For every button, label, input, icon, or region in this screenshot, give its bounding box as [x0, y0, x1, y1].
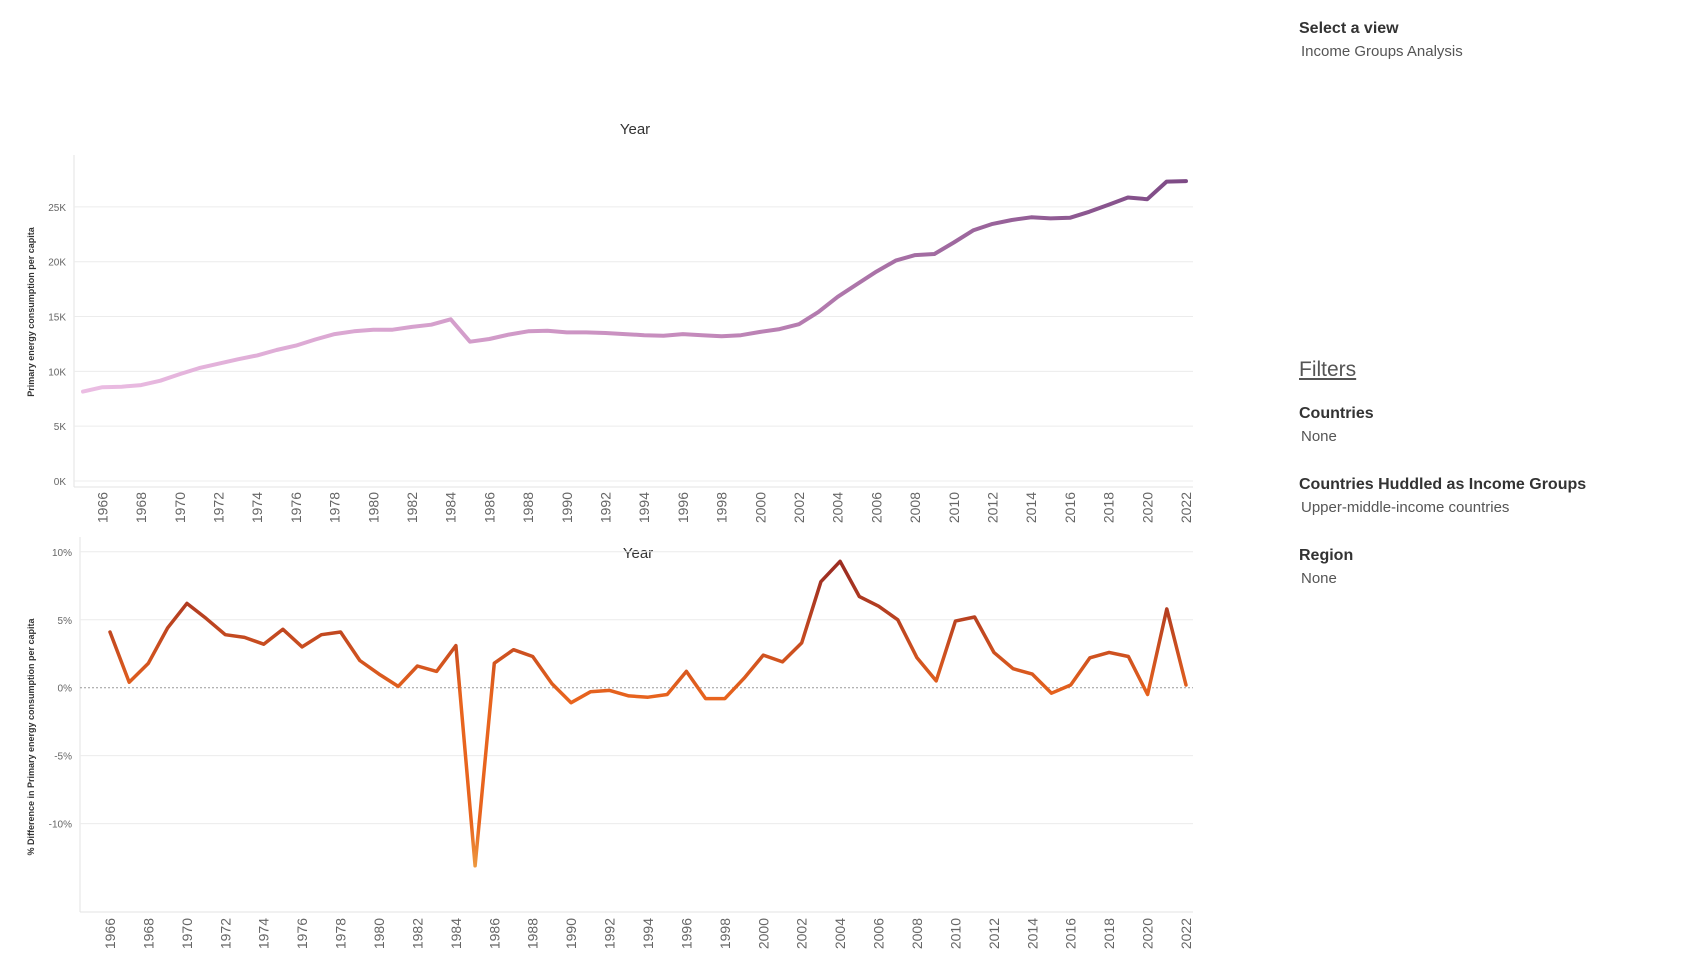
x-tick-label: 1978	[333, 918, 349, 949]
view-selector-title: Select a view	[1299, 20, 1399, 37]
x-tick-label: 1994	[640, 918, 656, 949]
x-tick-label: 1970	[179, 918, 195, 949]
filter-value[interactable]: Upper-middle-income countries	[1301, 499, 1510, 516]
filters-section: Filters	[1299, 358, 1699, 382]
x-tick-label: 2012	[984, 492, 1000, 523]
x-tick-label: 1972	[210, 492, 226, 523]
y-tick-label: 20K	[48, 258, 66, 269]
filters-title: Filters	[1299, 358, 1357, 381]
x-tick-label: 1998	[714, 492, 730, 523]
x-tick-label: 1970	[172, 492, 188, 523]
x-tick-label: 2018	[1101, 492, 1117, 523]
x-tick-label: 1994	[636, 492, 652, 523]
y-tick-label: 10%	[52, 548, 72, 559]
x-tick-label: 2004	[832, 918, 848, 949]
x-tick-label: 2022	[1178, 918, 1194, 949]
x-tick-label: 2018	[1101, 918, 1117, 949]
x-tick-label: 1996	[678, 918, 694, 949]
x-tick-label: 1984	[443, 492, 459, 523]
x-tick-label: 2008	[909, 918, 925, 949]
x-tick-label: 2008	[907, 492, 923, 523]
x-tick-label: 2016	[1062, 492, 1078, 523]
series-line	[81, 179, 1188, 394]
x-tick-label: 2022	[1178, 492, 1194, 523]
x-tick-label: 1966	[94, 492, 110, 523]
chart-title: Year	[620, 121, 650, 138]
filter-value[interactable]: None	[1301, 428, 1337, 445]
x-tick-label: 1992	[597, 492, 613, 523]
y-tick-label: -10%	[49, 820, 72, 831]
y-tick-label: 0%	[58, 684, 73, 695]
x-tick-label: 1980	[365, 492, 381, 523]
x-tick-label: 1998	[717, 918, 733, 949]
x-tick-label: 2002	[791, 492, 807, 523]
series-line	[108, 559, 1188, 868]
x-tick-label: 1986	[481, 492, 497, 523]
x-tick-label: 2002	[794, 918, 810, 949]
x-tick-label: 1976	[294, 918, 310, 949]
x-tick-label: 1978	[327, 492, 343, 523]
x-tick-label: 1992	[602, 918, 618, 949]
filter-label: Countries	[1299, 405, 1374, 422]
x-tick-label: 2004	[830, 492, 846, 523]
x-tick-label: 1974	[249, 492, 265, 523]
view-selector[interactable]: Select a view Income Groups Analysis	[1299, 20, 1699, 60]
y-tick-label: 25K	[48, 203, 66, 214]
x-tick-label: 2010	[946, 492, 962, 523]
filter-value[interactable]: None	[1301, 570, 1337, 587]
y-tick-label: 5%	[58, 616, 73, 627]
x-tick-label: 1990	[559, 492, 575, 523]
x-tick-label: 1996	[675, 492, 691, 523]
y-tick-label: 10K	[48, 367, 66, 378]
x-tick-label: 2006	[871, 918, 887, 949]
y-axis-title: % Difference in Primary energy consumpti…	[26, 617, 36, 855]
filter-label: Region	[1299, 547, 1354, 564]
x-tick-label: 2014	[1023, 492, 1039, 523]
x-tick-label: 1974	[256, 918, 272, 949]
x-tick-label: 1984	[448, 918, 464, 949]
x-tick-label: 2012	[986, 918, 1002, 949]
filter-countries[interactable]: Countries None	[1299, 405, 1699, 445]
x-tick-label: 2010	[947, 918, 963, 949]
y-tick-label: 0K	[54, 477, 67, 488]
filter-region[interactable]: Region None	[1299, 547, 1699, 587]
x-tick-label: 2006	[868, 492, 884, 523]
energy-per-capita-chart: Year Primary energy consumption per capi…	[26, 121, 1194, 523]
x-tick-label: 1988	[525, 918, 541, 949]
x-tick-label: 1972	[217, 918, 233, 949]
filter-label: Countries Huddled as Income Groups	[1299, 476, 1587, 493]
x-tick-label: 1990	[563, 918, 579, 949]
x-tick-label: 1980	[371, 918, 387, 949]
y-tick-label: -5%	[54, 752, 72, 763]
energy-pct-difference-chart: Year % Difference in Primary energy cons…	[26, 537, 1194, 949]
x-tick-label: 2016	[1063, 918, 1079, 949]
y-axis-title: Primary energy consumption per capita	[26, 226, 36, 397]
x-tick-label: 2000	[752, 492, 768, 523]
y-tick-label: 5K	[54, 422, 67, 433]
x-tick-label: 2014	[1024, 918, 1040, 949]
view-selector-value[interactable]: Income Groups Analysis	[1301, 43, 1463, 60]
x-tick-label: 1988	[520, 492, 536, 523]
y-tick-label: 15K	[48, 313, 66, 324]
x-tick-label: 1976	[288, 492, 304, 523]
x-tick-label: 2020	[1140, 918, 1156, 949]
x-tick-label: 2000	[755, 918, 771, 949]
chart-title: Year	[623, 545, 653, 562]
x-tick-label: 1968	[140, 918, 156, 949]
x-tick-label: 1982	[404, 492, 420, 523]
x-tick-label: 1968	[133, 492, 149, 523]
x-tick-label: 2020	[1139, 492, 1155, 523]
x-tick-label: 1966	[102, 918, 118, 949]
x-tick-label: 1986	[486, 918, 502, 949]
x-tick-label: 1982	[409, 918, 425, 949]
filter-income-groups[interactable]: Countries Huddled as Income Groups Upper…	[1299, 476, 1699, 516]
